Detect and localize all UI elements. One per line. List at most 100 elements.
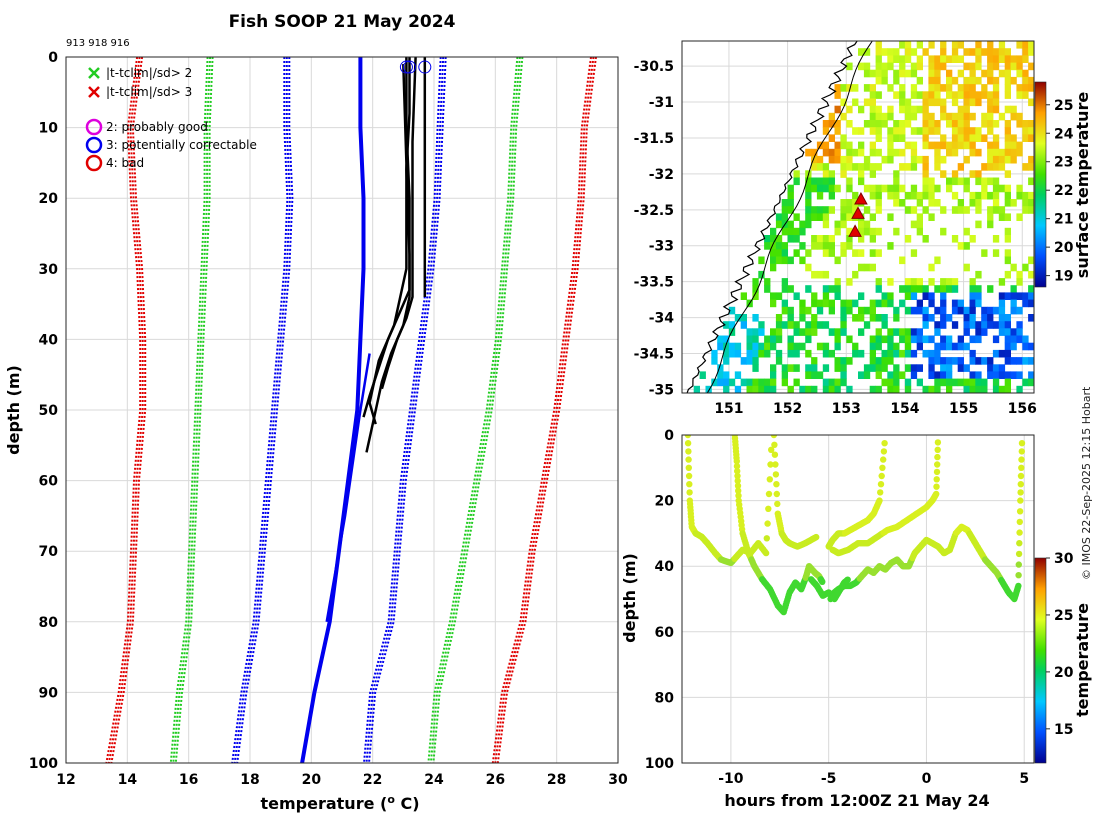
sst-cell — [934, 98, 941, 107]
sst-cell — [922, 306, 929, 315]
mean-profile-line — [300, 57, 366, 763]
sst-cell — [987, 69, 994, 78]
sst-cell — [957, 357, 964, 365]
sst-cell — [805, 364, 812, 372]
sst-cell — [946, 342, 953, 351]
sst-cell — [811, 155, 818, 164]
sst-cell — [975, 48, 982, 56]
sst-cell — [899, 371, 906, 379]
sst-cell — [887, 378, 894, 387]
sst-cell — [852, 127, 859, 135]
sst-cell — [1028, 371, 1034, 379]
sst-cell — [951, 235, 959, 243]
sst-cell — [998, 163, 1006, 171]
sst-cell — [734, 385, 742, 393]
temperature-colorbar — [1034, 557, 1047, 764]
time-depth-x-label: hours from 12:00Z 21 May 24 — [724, 791, 989, 810]
sst-cell — [775, 328, 783, 336]
sst-cell — [904, 328, 912, 336]
profile-x-tick: 18 — [240, 772, 259, 788]
sst-cell — [881, 120, 888, 128]
sst-cell — [957, 134, 964, 142]
sst-cell — [775, 213, 783, 221]
sst-cell — [869, 141, 876, 150]
sst-cell — [963, 62, 970, 71]
sst-cell — [916, 105, 923, 114]
sst-cell — [910, 48, 918, 56]
sst-cell — [969, 349, 976, 358]
sst-cell — [846, 235, 853, 243]
sst-cell — [875, 191, 882, 200]
sst-cell — [1022, 378, 1029, 387]
sst-cell — [899, 184, 906, 193]
sst-cell — [875, 227, 882, 236]
sst-cell — [975, 191, 982, 200]
sst-cell — [822, 299, 830, 308]
sst-cell — [787, 206, 794, 214]
sst-cell — [899, 299, 906, 308]
sst-cell — [811, 206, 818, 214]
sst-cell — [910, 84, 918, 92]
temperature-colorbar-tick-label: 30 — [1054, 551, 1074, 567]
temperature-sample-point — [684, 440, 692, 447]
sst-cell — [752, 328, 759, 336]
sst-cell — [951, 206, 959, 214]
sst-cell — [987, 364, 994, 372]
temperature-sample-point — [1015, 572, 1022, 579]
sst-cell — [992, 155, 1000, 164]
sst-cell — [887, 278, 894, 286]
xbt-profile-line — [368, 64, 408, 425]
sst-cell — [840, 371, 847, 379]
sst-cell — [893, 148, 900, 157]
temperature-sample-point — [877, 489, 884, 496]
legend-circle-marker — [85, 118, 103, 136]
sst-cell — [940, 98, 947, 107]
sst-cell — [1016, 306, 1023, 315]
sst-cell — [899, 69, 906, 78]
sst-cell — [910, 184, 918, 193]
sst-cell — [992, 55, 1000, 63]
sst-cell — [846, 199, 853, 207]
sst-cell — [893, 91, 900, 99]
sst-cell — [910, 220, 918, 229]
sst-cell — [893, 342, 900, 351]
sst-cell — [858, 163, 865, 171]
sst-cell — [875, 91, 882, 99]
temperature-sample-point — [735, 492, 742, 499]
sst-cell — [957, 199, 964, 207]
sst-cell — [869, 127, 876, 135]
map-y-tick: -34.5 — [634, 346, 674, 362]
sst-cell — [1010, 155, 1017, 164]
sst-cell — [904, 235, 912, 243]
sst-cell — [811, 321, 818, 329]
sst-cell — [816, 235, 824, 243]
sst-cell — [992, 385, 1000, 393]
sst-cell — [916, 191, 923, 200]
sst-cell — [893, 76, 900, 85]
sst-cell — [1022, 292, 1029, 300]
sst-cell — [1016, 112, 1023, 121]
sst-cell — [957, 242, 964, 250]
sst-cell — [969, 112, 976, 121]
sst-cell — [987, 127, 994, 135]
sst-cell — [811, 364, 818, 372]
climatology-red_right-line — [491, 57, 592, 763]
sst-cell — [881, 62, 888, 71]
sst-cell — [846, 299, 853, 308]
sst-cell — [840, 134, 847, 142]
sst-cell — [1016, 62, 1023, 71]
sst-cell — [858, 105, 865, 114]
sst-cell — [981, 91, 988, 99]
sst-cell — [822, 170, 830, 178]
sst-cell — [992, 191, 1000, 200]
sst-cell — [822, 177, 830, 186]
sst-cell — [764, 278, 771, 286]
sst-cell — [899, 134, 906, 142]
sst-cell — [1004, 342, 1011, 351]
sst-cell — [881, 48, 888, 56]
sst-cell — [940, 285, 947, 293]
sst-cell — [846, 213, 853, 221]
sst-cell — [858, 227, 865, 236]
sst-cell — [805, 148, 812, 157]
temperature-sample-point — [934, 461, 941, 468]
